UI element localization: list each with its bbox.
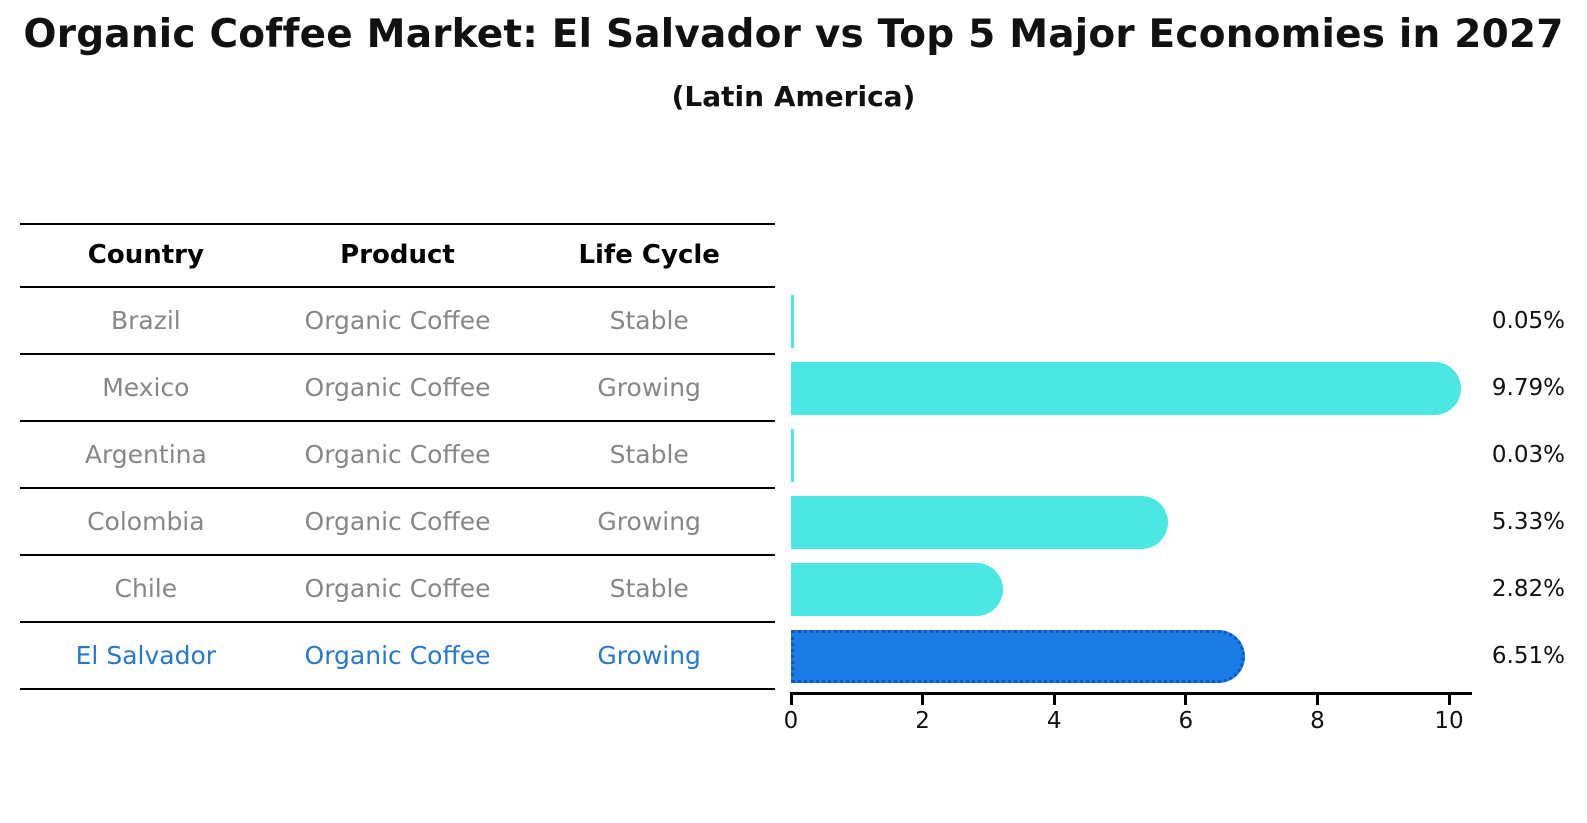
column-header-product: Product: [340, 240, 455, 270]
cell-life-cycle: Growing: [597, 507, 701, 536]
cell-life-cycle: Stable: [609, 306, 689, 335]
bar-row-chile: [791, 556, 1452, 623]
cell-country: Argentina: [84, 440, 207, 469]
cell-country: El Salvador: [75, 641, 217, 670]
table-row-el-salvador: El Salvador Organic Coffee Growing: [20, 623, 775, 690]
value-label-column: 0.05% 9.79% 0.03% 5.33% 2.82% 6.51%: [1452, 288, 1565, 690]
cell-country: Chile: [114, 574, 178, 603]
bar-row-brazil: [791, 288, 1452, 355]
chart-title: Organic Coffee Market: El Salvador vs To…: [23, 12, 1564, 57]
value-label-mexico: 9.79%: [1491, 375, 1565, 401]
bar-chile: [791, 563, 1003, 616]
table-header-row: Country Product Life Cycle: [20, 223, 775, 288]
cell-product: Organic Coffee: [304, 373, 491, 402]
bar-colombia: [791, 496, 1168, 549]
table-row-chile: Chile Organic Coffee Stable: [20, 556, 775, 623]
table-row-brazil: Brazil Organic Coffee Stable: [20, 288, 775, 355]
x-axis-tick: [1184, 695, 1188, 705]
cell-product: Organic Coffee: [304, 306, 491, 335]
x-axis-tick: [1447, 695, 1451, 705]
country-table: Country Product Life Cycle Brazil Organic…: [20, 223, 775, 690]
bar-brazil: [791, 295, 795, 348]
table-row-argentina: Argentina Organic Coffee Stable: [20, 422, 775, 489]
bar-row-el-salvador: [791, 623, 1452, 690]
cell-product: Organic Coffee: [304, 574, 491, 603]
column-header-life-cycle: Life Cycle: [578, 240, 720, 270]
x-axis-tick-label: 0: [783, 708, 799, 734]
chart-subtitle: (Latin America): [671, 80, 916, 113]
cell-life-cycle: Growing: [597, 373, 701, 402]
table-row-colombia: Colombia Organic Coffee Growing: [20, 489, 775, 556]
cell-country: Colombia: [87, 507, 205, 536]
x-axis-tick-label: 2: [915, 708, 930, 734]
value-label-chile: 2.82%: [1491, 576, 1565, 602]
x-axis-tick-label: 4: [1046, 708, 1062, 734]
bar-argentina: [791, 429, 794, 482]
cell-life-cycle: Stable: [609, 440, 689, 469]
cell-life-cycle: Stable: [609, 574, 689, 603]
cell-product: Organic Coffee: [304, 507, 491, 536]
cell-product: Organic Coffee: [304, 440, 491, 469]
bar-row-colombia: [791, 489, 1452, 556]
x-axis-tick-label: 8: [1310, 708, 1325, 734]
column-header-country: Country: [87, 240, 204, 270]
value-label-el-salvador: 6.51%: [1491, 643, 1565, 669]
value-label-brazil: 0.05%: [1491, 308, 1565, 334]
bar-mexico: [791, 362, 1462, 415]
value-label-argentina: 0.03%: [1491, 442, 1565, 468]
x-axis-tick: [1052, 695, 1056, 705]
cell-life-cycle: Growing: [597, 641, 701, 670]
bar-el-salvador: [791, 630, 1246, 683]
cell-country: Brazil: [110, 306, 181, 335]
x-axis-tick: [1315, 695, 1319, 705]
x-axis-tick-label: 6: [1178, 708, 1194, 734]
value-label-colombia: 5.33%: [1491, 509, 1565, 535]
x-axis-tick-label: 10: [1434, 708, 1464, 734]
bar-plot-area: [791, 288, 1462, 690]
x-axis: 0 2 4 6 8 10: [784, 692, 1472, 737]
bar-row-argentina: [791, 422, 1452, 489]
x-axis-tick: [921, 695, 925, 705]
cell-product: Organic Coffee: [304, 641, 491, 670]
table-row-mexico: Mexico Organic Coffee Growing: [20, 355, 775, 422]
bar-row-mexico: [791, 355, 1462, 422]
table-body: Brazil Organic Coffee Stable Mexico Organic …: [20, 288, 775, 690]
cell-country: Mexico: [102, 373, 190, 402]
x-axis-tick: [789, 695, 793, 705]
